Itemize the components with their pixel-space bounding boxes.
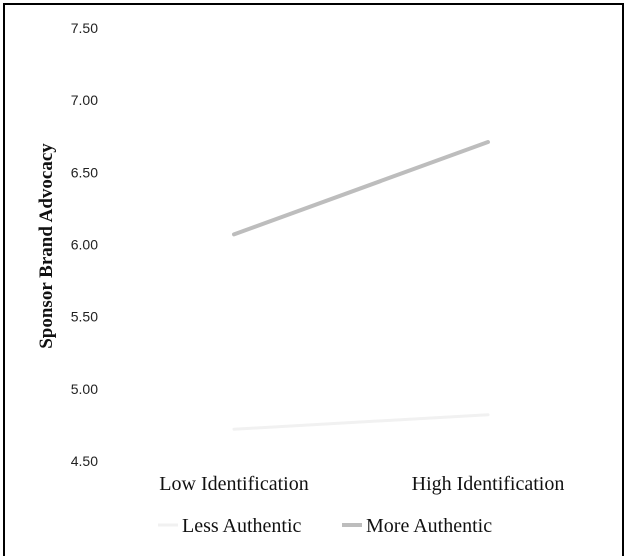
y-tick-label: 7.00 — [71, 92, 98, 108]
x-category-label: Low Identification — [159, 473, 308, 495]
legend-label: Less Authentic — [182, 515, 302, 537]
y-tick-label: 5.50 — [71, 309, 98, 325]
legend-label: More Authentic — [366, 515, 492, 537]
series-line-less-authentic — [232, 413, 490, 431]
y-tick-label: 7.50 — [71, 20, 98, 36]
y-tick-label: 4.50 — [71, 453, 98, 469]
series-line-more-authentic — [232, 140, 490, 237]
y-axis-label: Sponsor Brand Advocacy — [36, 143, 57, 349]
y-tick-label: 5.00 — [71, 381, 98, 397]
chart-frame — [3, 3, 624, 556]
x-category-label: High Identification — [412, 473, 565, 495]
y-tick-label: 6.50 — [71, 164, 98, 180]
y-tick-label: 6.00 — [71, 237, 98, 253]
